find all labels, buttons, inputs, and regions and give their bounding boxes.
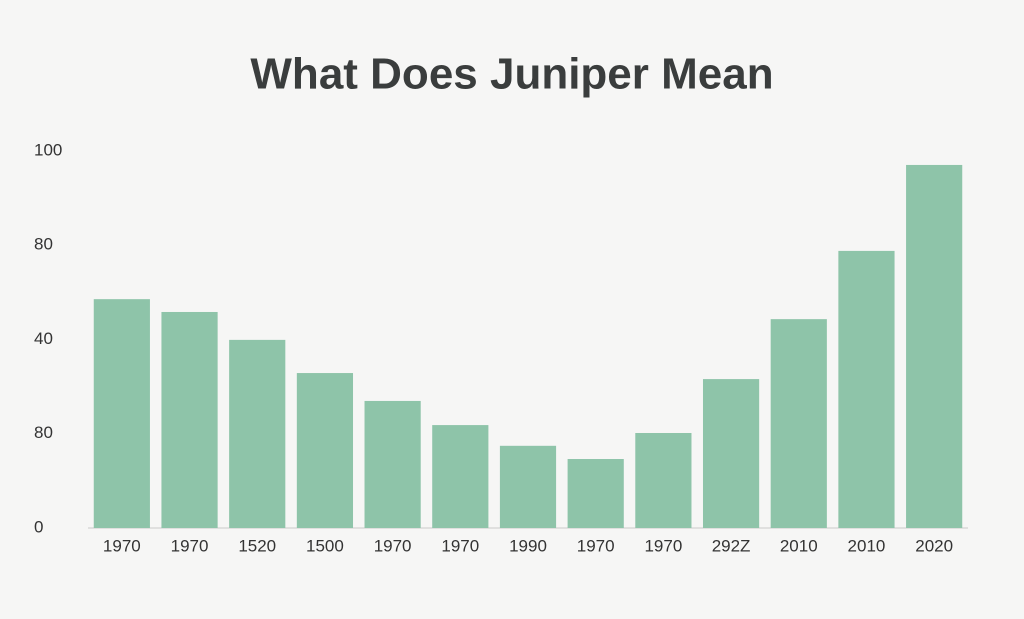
x-tick-label: 1970 bbox=[644, 536, 682, 555]
bar bbox=[229, 339, 286, 528]
bar bbox=[906, 164, 963, 528]
x-tick-label: 1970 bbox=[577, 536, 615, 555]
x-tick-label: 1500 bbox=[306, 536, 344, 555]
x-tick-label: 1990 bbox=[509, 536, 547, 555]
chart-title: What Does Juniper Mean bbox=[250, 50, 773, 99]
x-tick-label: 1970 bbox=[103, 536, 141, 555]
bar bbox=[770, 319, 827, 528]
bar bbox=[161, 311, 218, 528]
y-tick-label: 100 bbox=[34, 140, 62, 159]
bar bbox=[635, 432, 692, 528]
bar bbox=[93, 299, 150, 528]
x-tick-label: 2010 bbox=[848, 536, 886, 555]
y-tick-label: 40 bbox=[34, 329, 53, 348]
x-tick-label: 1970 bbox=[171, 536, 209, 555]
x-tick-label: 2020 bbox=[915, 536, 953, 555]
x-tick-label: 2010 bbox=[780, 536, 818, 555]
bar bbox=[432, 425, 489, 528]
x-tick-label: 1520 bbox=[238, 536, 276, 555]
bar bbox=[567, 459, 624, 528]
x-tick-label: 1970 bbox=[374, 536, 412, 555]
bar bbox=[296, 373, 354, 528]
y-tick-label: 80 bbox=[34, 423, 53, 442]
x-tick-label: 292Z bbox=[712, 536, 751, 555]
y-tick-label: 0 bbox=[34, 517, 43, 536]
bar bbox=[364, 400, 421, 528]
bar bbox=[838, 250, 895, 528]
bar bbox=[499, 445, 557, 528]
bar bbox=[702, 379, 760, 528]
y-tick-label: 80 bbox=[34, 235, 53, 254]
x-tick-label: 1970 bbox=[441, 536, 479, 555]
